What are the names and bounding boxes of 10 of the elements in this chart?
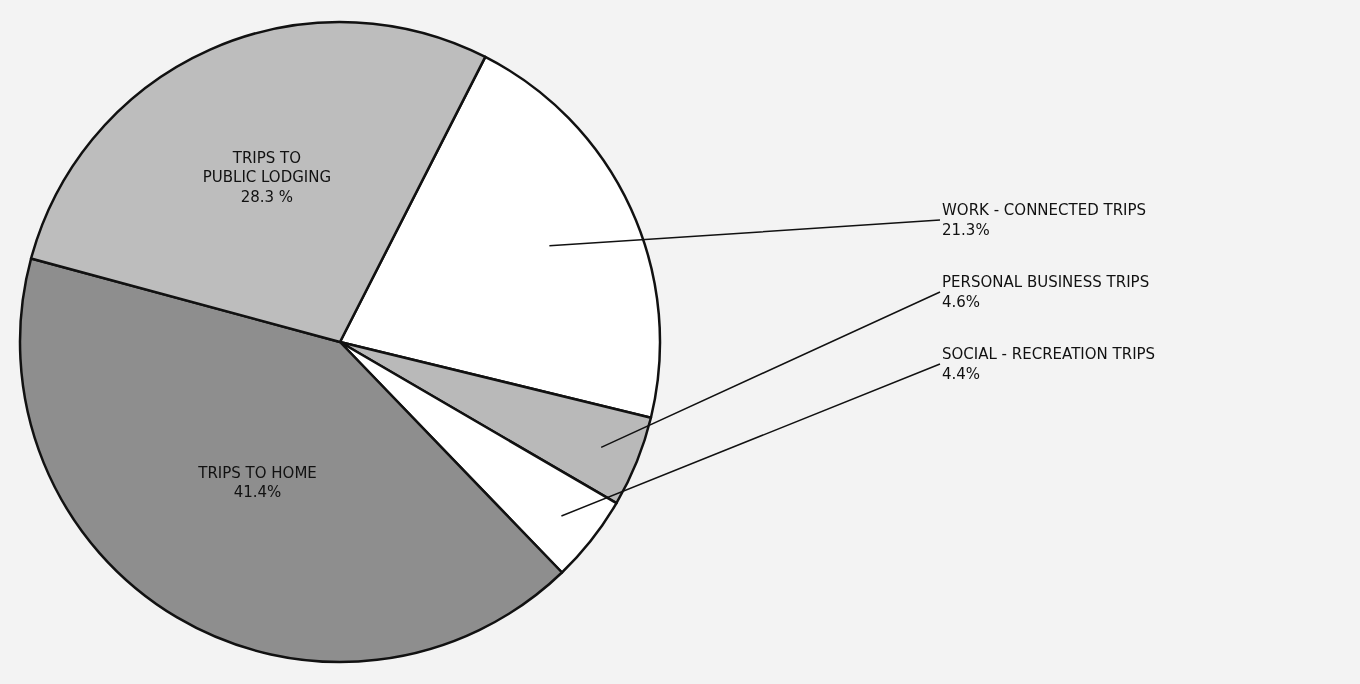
data-label: 21.3%: [942, 220, 990, 239]
slice-label: TRIPS TO HOME: [197, 463, 317, 482]
slice-label: SOCIAL - RECREATION TRIPS: [942, 345, 1156, 363]
slice-label: TRIPS TO PUBLIC LODGING: [202, 148, 332, 187]
slice-label: WORK - CONNECTED TRIPS: [942, 201, 1147, 219]
data-label: 4.6%: [942, 292, 981, 311]
data-label: 41.4%: [233, 483, 282, 502]
slice-label: PERSONAL BUSINESS TRIPS: [942, 273, 1150, 291]
data-label: 4.4%: [942, 364, 981, 383]
data-label: 28.3 %: [240, 187, 294, 206]
